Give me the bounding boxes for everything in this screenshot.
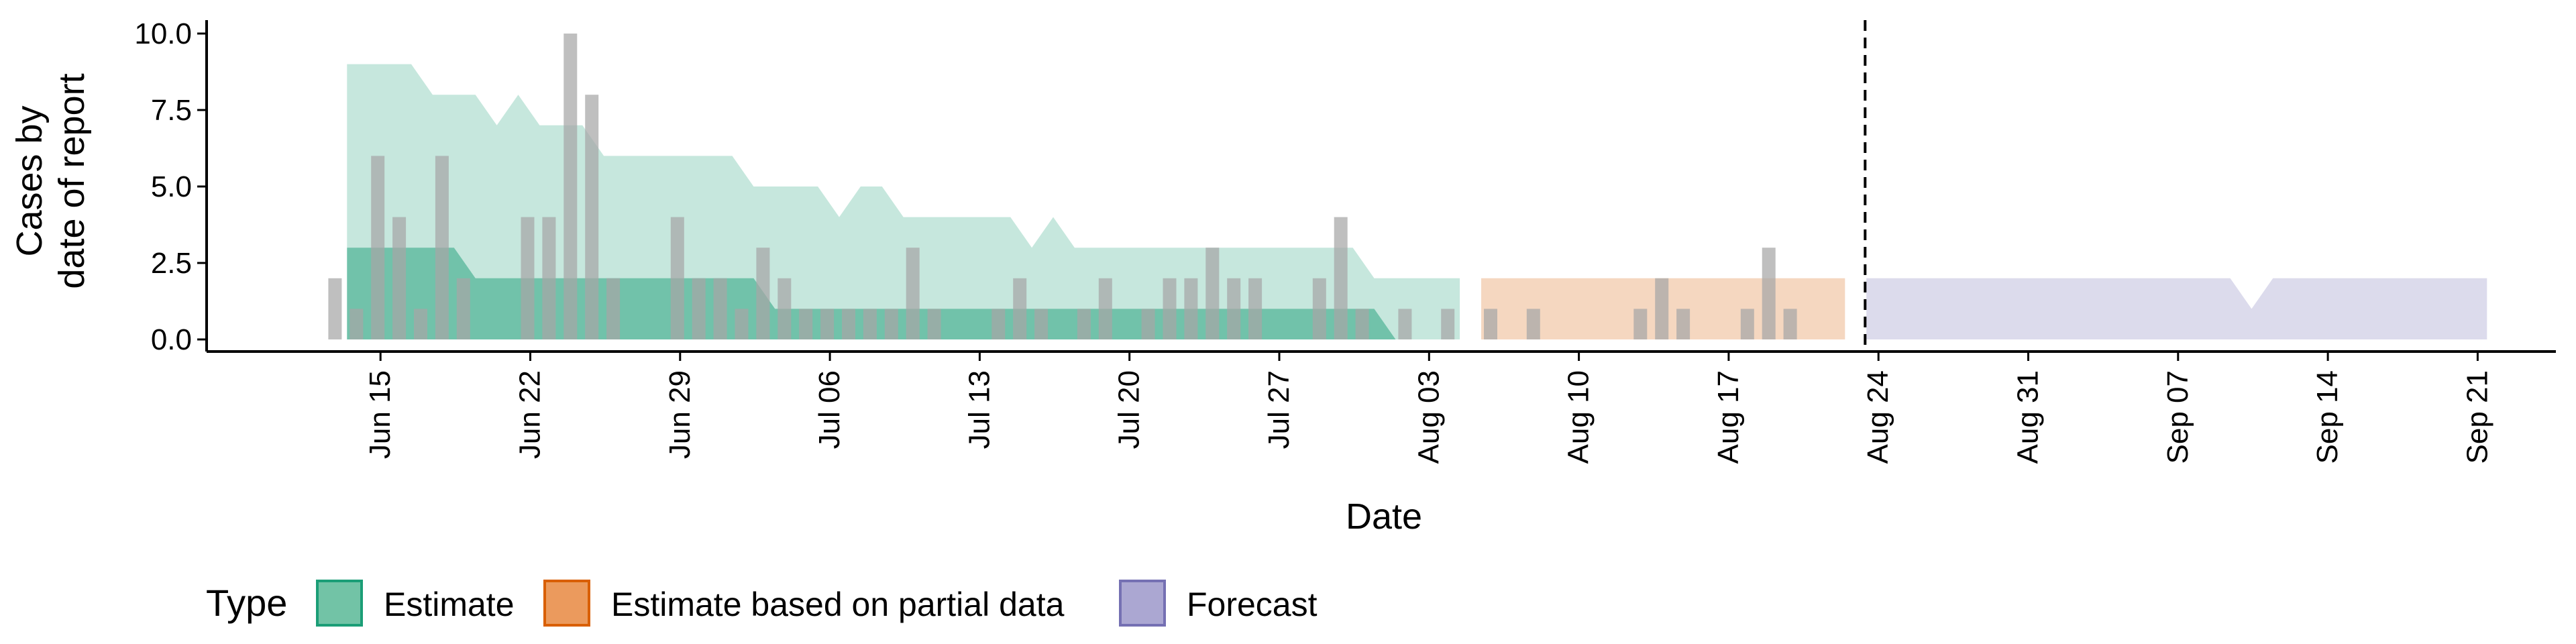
x-tick-label: Jun 29 (663, 370, 696, 459)
y-axis-title: Cases by (9, 105, 50, 256)
reported-cases-bar (392, 217, 407, 339)
reported-cases-bar (1098, 278, 1112, 339)
reported-cases-bar (371, 156, 385, 339)
y-tick-label: 7.5 (151, 94, 192, 127)
reported-cases-bar (1740, 309, 1754, 339)
x-tick-label: Aug 03 (1412, 370, 1445, 464)
reported-cases-bar (1227, 278, 1241, 339)
legend-title: Type (206, 582, 287, 624)
reported-cases-bar (1441, 309, 1455, 339)
y-axis-title: date of report (52, 73, 92, 288)
reported-cases-bar (1398, 309, 1412, 339)
reported-cases-bar (863, 309, 877, 339)
legend-key-partial (543, 580, 590, 627)
x-tick-label: Jul 06 (813, 370, 846, 449)
y-tick-label: 5.0 (151, 170, 192, 203)
reported-cases-bar (799, 309, 813, 339)
reported-cases-bar (842, 309, 855, 339)
legend-key-forecast (1119, 580, 1166, 627)
estimate-band-outer (347, 64, 1460, 339)
reported-cases-bar (1655, 278, 1669, 339)
reported-cases-bar (1762, 248, 1776, 339)
y-tick-label: 10.0 (134, 17, 192, 50)
reported-cases-bar (713, 278, 727, 339)
reported-cases-bar (906, 248, 920, 339)
reported-cases-bar (414, 309, 427, 339)
x-tick-label: Jun 22 (514, 370, 547, 459)
x-tick-label: Aug 31 (2012, 370, 2045, 464)
legend-label-estimate: Estimate (384, 586, 515, 623)
x-tick-label: Jul 27 (1263, 370, 1295, 449)
reported-cases-bar (1163, 278, 1177, 339)
reported-cases-bar (1633, 309, 1648, 339)
x-tick-label: Aug 24 (1862, 370, 1894, 464)
legend-label-forecast: Forecast (1187, 586, 1318, 623)
plot-area: 0.0 2.5 5.0 7.5 10.0 Jun 15 Jun 22 Jun 29 Jul 06… (134, 17, 2556, 464)
reported-cases-bar (1783, 309, 1797, 339)
y-tick-label: 0.0 (151, 323, 192, 356)
reported-cases-bar (1013, 278, 1027, 339)
reported-cases-bar (670, 217, 684, 339)
reported-cases-bar (435, 156, 449, 339)
reported-cases-bar (777, 278, 792, 339)
reported-cases-bar (350, 309, 364, 339)
reported-cases-bar (606, 278, 621, 339)
legend-key-estimate (316, 580, 363, 627)
x-tick-label: Jul 13 (963, 370, 996, 449)
legend: Type Estimate Estimate based on partial … (206, 580, 1318, 627)
reported-cases-bar (1484, 309, 1497, 339)
reported-cases-bar (756, 248, 770, 339)
reported-cases-bar (820, 309, 835, 339)
reported-cases-bar (884, 309, 898, 339)
reported-cases-bar (1034, 309, 1049, 339)
reported-cases-bar (1184, 278, 1198, 339)
x-tick-label: Jun 15 (364, 370, 396, 459)
reported-cases-bar (735, 309, 749, 339)
x-axis-title: Date (1346, 496, 1422, 537)
reported-cases-bar (1312, 278, 1326, 339)
reported-cases-bar (991, 309, 1006, 339)
forecast-band-outer (1866, 278, 2487, 339)
x-tick-label: Aug 17 (1712, 370, 1745, 464)
x-tick-label: Sep 07 (2161, 370, 2194, 464)
reported-cases-bar (542, 217, 556, 339)
reported-cases-bar (1141, 309, 1155, 339)
x-tick-label: Sep 14 (2311, 370, 2344, 464)
reported-cases-bar (1334, 217, 1348, 339)
x-tick-label: Aug 10 (1562, 370, 1595, 464)
y-tick-label: 2.5 (151, 247, 192, 280)
reported-cases-bar (927, 309, 941, 339)
reported-cases-bar (328, 278, 342, 339)
reported-cases-bar (1355, 309, 1369, 339)
reported-cases-bar (1205, 248, 1220, 339)
reported-cases-bar (585, 95, 599, 339)
x-tick-label: Sep 21 (2461, 370, 2493, 464)
reported-cases-bar (1676, 309, 1690, 339)
reported-cases-bar (521, 217, 535, 339)
reported-cases-bar (564, 34, 578, 339)
legend-label-partial: Estimate based on partial data (611, 586, 1065, 623)
x-tick-label: Jul 20 (1113, 370, 1146, 449)
reported-cases-bar (1526, 309, 1540, 339)
reported-cases-bar (1248, 278, 1263, 339)
reported-cases-bar (456, 278, 470, 339)
reported-cases-bar (692, 278, 706, 339)
reported-cases-bar (1077, 309, 1091, 339)
